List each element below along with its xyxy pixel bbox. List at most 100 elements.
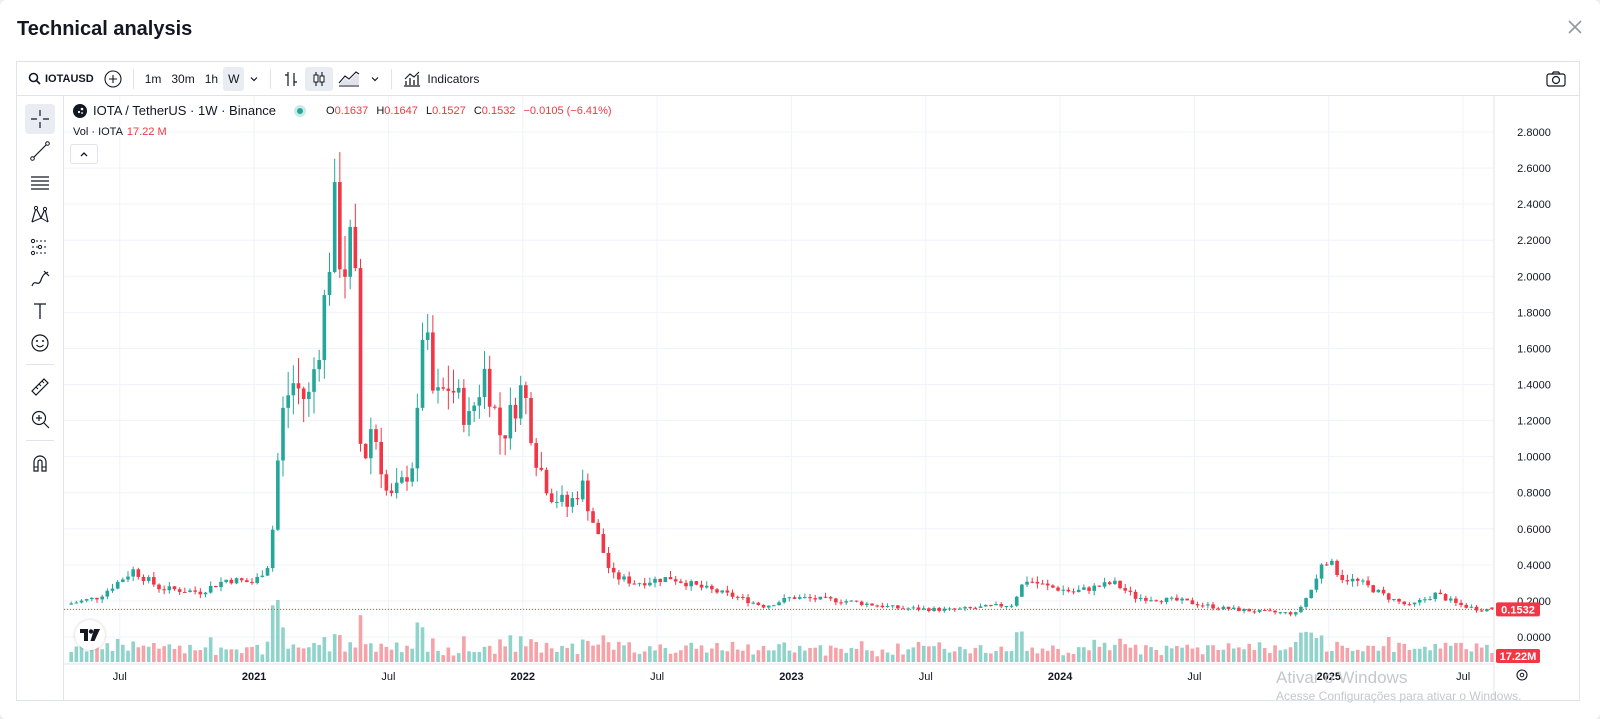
measure-tool[interactable] [25,372,55,402]
interval-1m[interactable]: 1m [144,71,162,86]
volume-bar [84,651,89,662]
candle-body [84,599,89,601]
chart-style-dropdown[interactable] [365,67,385,91]
camera-icon [1546,70,1566,87]
market-status-icon [294,104,307,117]
text-tool[interactable] [25,296,55,326]
symbol-search-button[interactable]: IOTAUSD [23,67,99,91]
candle-body [715,589,719,593]
candle-body [1113,580,1117,585]
candle-body [994,604,998,606]
price-axis[interactable]: 2.8000 2.6000 2.4000 2.2000 2.0000 1.8000 1.60… [1493,96,1551,700]
snapshot-button[interactable] [1541,67,1571,91]
volume-bar [224,649,228,662]
volume-bar [338,635,342,662]
search-icon [28,72,41,85]
indicators-button[interactable]: Indicators [398,67,484,91]
volume-bar [1448,645,1453,662]
price-tick-label: 1.4000 [1517,380,1551,392]
candle-body [1361,580,1365,582]
volume-bar [1361,651,1365,662]
candle-body [1247,608,1252,612]
volume-bar [710,648,714,662]
volume-bar [157,648,161,662]
crosshair-tool[interactable] [25,104,55,134]
volume-bar [1454,643,1458,662]
volume-bar [741,650,745,662]
candle-body [69,603,73,605]
emoji-tool[interactable] [25,328,55,358]
candle-body [575,498,580,500]
volume-bar [1386,637,1391,662]
volume-bar [239,653,244,662]
area-chart-icon [338,70,360,86]
chart-settings-button[interactable] [1516,669,1528,681]
time-axis[interactable]: Jul 2021 Jul 2022 Jul 2023 Jul 2024 Jul 2025 Jul [64,663,1494,683]
time-tick-label: Jul [1456,671,1470,683]
candle-body [1133,591,1138,599]
interval-30m[interactable]: 30m [171,71,195,86]
volume-bar [792,652,797,662]
volume-bar [658,644,663,662]
volume-bar [1350,650,1355,662]
volume-bar [1268,653,1272,662]
candle-body [1464,605,1469,608]
volume-bar [1319,635,1324,662]
candle-body [317,360,321,370]
volume-bar [1231,648,1236,662]
candle-body [1345,580,1350,582]
close-icon[interactable] [1562,14,1588,40]
volume-bar [358,615,363,662]
magnet-icon [33,455,47,472]
compare-add-button[interactable] [99,67,127,91]
volume-bar [1169,648,1174,662]
price-chart[interactable]: 2.8000 2.6000 2.4000 2.2000 2.0000 1.8000 1.60… [64,96,1580,700]
candle-body [591,511,595,523]
zoom-in-tool[interactable] [25,404,55,434]
symbol-title: IOTA / TetherUS · 1W · Binance [93,103,277,118]
tradingview-logo[interactable] [75,620,105,650]
candle-body [808,597,812,599]
volume-bar [193,650,197,662]
volume-bar [1061,655,1066,662]
candle-body [1392,598,1396,600]
candle-body [1200,605,1205,607]
volume-bar [384,646,389,662]
volume-bar [1138,654,1143,662]
candle-body [865,603,869,605]
candle-body [389,490,394,494]
text-icon [34,303,46,319]
volume-bar [203,647,208,662]
volume-bar [1247,643,1252,662]
candle-body [963,607,967,609]
area-style-button[interactable] [333,67,365,91]
collapse-legend-button[interactable] [70,144,98,164]
volume-bar [456,653,461,662]
volume-bar [260,654,265,662]
candle-body [1237,607,1241,612]
volume-bar [803,650,807,662]
candle-body [1221,606,1226,610]
brush-tool[interactable] [25,264,55,294]
volume-bar [1133,644,1138,662]
prediction-tool[interactable] [25,232,55,262]
interval-dropdown[interactable] [244,67,264,91]
magnet-tool[interactable] [25,448,55,478]
candle-body [146,577,151,581]
volume-bar [162,646,166,662]
candle-body [849,600,854,602]
volume-bar [1417,648,1422,662]
volume-bar [198,650,203,662]
volume-bar [1211,645,1215,662]
candle-body [276,460,280,530]
candles-style-button[interactable] [305,66,334,91]
pattern-tool[interactable] [25,200,55,230]
volume-bar [859,641,864,662]
volume-legend: Vol · IOTA 17.22 M [73,126,167,138]
interval-1h[interactable]: 1h [204,71,219,86]
trend-line-tool[interactable] [25,136,55,166]
fib-tool[interactable] [25,168,55,198]
bars-style-button[interactable] [277,67,305,91]
interval-w[interactable]: W [223,66,245,91]
volume-bar [999,646,1004,662]
